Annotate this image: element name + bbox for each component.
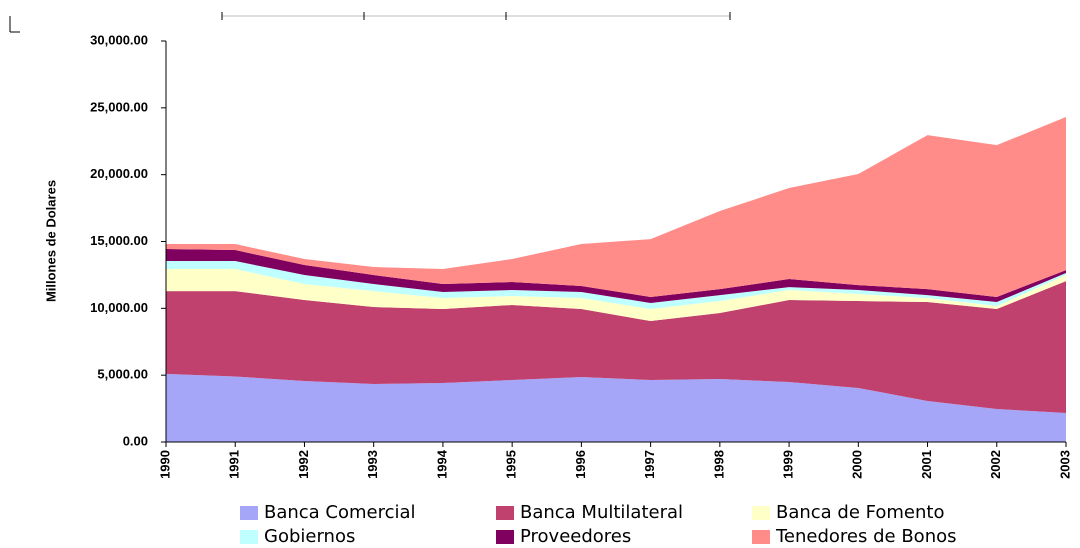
x-tick-label: 1990 (157, 450, 172, 479)
legend-swatch (496, 530, 514, 544)
decoration (9, 12, 731, 33)
area (166, 373, 1066, 442)
area (166, 281, 1066, 413)
y-tick-label: 5,000.00 (97, 367, 148, 382)
legend-swatch (240, 506, 258, 520)
x-tick-label: 2001 (919, 450, 934, 479)
x-tick-label: 2002 (988, 450, 1003, 479)
legend-label: Banca Multilateral (520, 502, 683, 523)
y-axis-label: Millones de Dolares (43, 180, 58, 302)
area (166, 269, 1066, 322)
x-tick-label: 1997 (642, 450, 657, 479)
legend-swatch (240, 530, 258, 544)
x-tick-label: 2003 (1057, 450, 1072, 479)
x-tick-label: 1995 (504, 450, 519, 479)
area (166, 248, 1066, 303)
x-tick-label: 1992 (296, 450, 311, 479)
area (166, 117, 1066, 297)
legend-swatch (496, 506, 514, 520)
x-tick-label: 1991 (227, 450, 242, 479)
y-tick-label: 30,000.00 (90, 32, 148, 47)
y-tick-label: 15,000.00 (90, 233, 148, 248)
x-tick-label: 1994 (434, 449, 449, 479)
x-tick-label: 2000 (850, 450, 865, 479)
x-tick-label: 1998 (711, 450, 726, 479)
y-tick-label: 0.00 (123, 433, 148, 448)
y-tick-label: 25,000.00 (90, 99, 148, 114)
x-tick-label: 1996 (573, 450, 588, 479)
legend-swatch (752, 506, 770, 520)
legend-label: Proveedores (520, 526, 631, 547)
x-tick-label: 1999 (781, 450, 796, 479)
legend-label: Banca Comercial (264, 502, 416, 523)
y-tick-label: 20,000.00 (90, 166, 148, 181)
area (166, 261, 1066, 310)
legend-label: Banca de Fomento (776, 502, 944, 523)
legend-label: Tenedores de Bonos (775, 526, 957, 547)
legend-swatch (752, 530, 770, 544)
y-tick-label: 10,000.00 (90, 300, 148, 315)
legend-label: Gobiernos (264, 526, 355, 547)
x-tick-label: 1993 (365, 450, 380, 479)
